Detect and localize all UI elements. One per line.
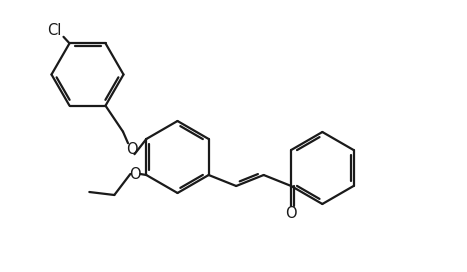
Text: O: O [129,166,141,181]
Text: Cl: Cl [47,23,62,38]
Text: O: O [126,142,138,157]
Text: O: O [285,206,297,221]
